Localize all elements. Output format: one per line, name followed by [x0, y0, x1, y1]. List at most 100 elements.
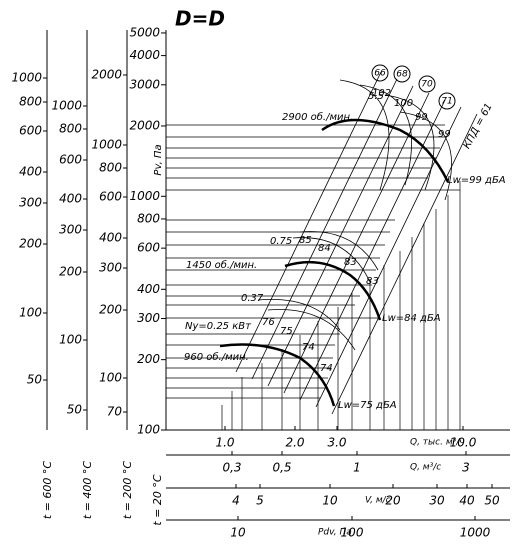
annotation: 100 [394, 98, 413, 109]
eff-title: КПД = 61 [462, 102, 495, 151]
tick-label: 200 [59, 265, 82, 279]
tick-label: 1.0 [215, 436, 234, 450]
eff-label: 66 [374, 69, 386, 79]
tick-label: 10 [230, 526, 246, 540]
arc [292, 237, 371, 283]
tick-label: 2.0 [285, 436, 304, 450]
scale-title: Q, тыс. м³/ч [410, 438, 465, 448]
tick-label: 100 [19, 306, 42, 320]
tick-label: 1000 [460, 526, 491, 540]
arc [359, 84, 412, 186]
tick-label: 4000 [129, 48, 160, 62]
eff-circle [393, 65, 411, 83]
eff-circle [371, 64, 389, 82]
arc [267, 309, 356, 351]
annotation: 83 [344, 257, 357, 268]
tick-label: 200 [19, 237, 42, 251]
arc [339, 79, 390, 191]
tick-label: 400 [99, 231, 122, 245]
tick-label: 800 [99, 161, 122, 175]
tick-label: 2000 [91, 68, 122, 82]
tick-label: 1000 [51, 99, 82, 113]
tick-label: 400 [59, 192, 82, 206]
tick-label: 3 [462, 461, 470, 475]
tick-label: 10.0 [450, 436, 477, 450]
eff-circle [418, 75, 436, 93]
tick-label: 800 [137, 211, 160, 225]
arc [299, 231, 379, 271]
eff-label: 70 [421, 80, 433, 90]
eff-label: 71 [441, 97, 452, 107]
tick-label: 3.0 [327, 436, 346, 450]
eff-label: 68 [396, 70, 408, 80]
annotation: 0.37 [241, 293, 264, 304]
guide [299, 99, 446, 401]
arc [399, 111, 452, 201]
scale-title: V, м/с [365, 496, 391, 506]
tick-label: 3000 [129, 77, 160, 91]
tick-label: 100 [137, 423, 160, 437]
annotation: Lw=75 дБА [338, 400, 397, 411]
tick-label: 100 [99, 371, 122, 385]
tick-label: 50 [67, 403, 83, 417]
annotation: Lw=99 дБА [447, 175, 506, 186]
curve [321, 118, 450, 183]
tick-label: 10 [322, 494, 338, 508]
tick-label: 40 [459, 494, 475, 508]
axis-label: t = 20 °C [151, 474, 164, 526]
tick-label: 300 [19, 196, 42, 210]
tick-label: 1 [353, 461, 361, 475]
annotation: 99 [415, 112, 428, 123]
arc [384, 94, 435, 191]
axis-label: t = 400 °C [81, 461, 94, 520]
tick-label: 600 [19, 124, 42, 138]
tick-label: 100 [341, 526, 364, 540]
curve [284, 260, 382, 321]
guide [283, 92, 430, 394]
annotation: 99 [438, 129, 451, 140]
annotation: 960 об./мин. [184, 351, 249, 363]
annotation: 0.75 [270, 236, 292, 247]
scale-title: Pdv, Па [318, 528, 352, 538]
tick-label: 800 [19, 95, 42, 109]
annotation: 2900 об./мин. [282, 111, 353, 123]
tick-label: 30 [429, 494, 445, 508]
tick-label: 20 [385, 494, 401, 508]
tick-label: 5000 [129, 25, 160, 39]
annotation: Lw=84 дБА [382, 313, 441, 324]
annotation: 1450 об./мин. [186, 259, 257, 271]
curve [219, 343, 336, 407]
tick-label: 600 [99, 190, 122, 204]
annotation: 76 [262, 317, 275, 328]
title: D=D [175, 7, 225, 31]
tick-label: 0,5 [272, 461, 291, 475]
tick-label: 0,3 [222, 461, 241, 475]
tick-label: 400 [137, 282, 160, 296]
tick-label: 200 [99, 303, 122, 317]
tick-label: 300 [59, 223, 82, 237]
tick-label: 100 [59, 333, 82, 347]
tick-label: 600 [59, 153, 82, 167]
tick-label: 300 [137, 311, 160, 325]
scale-title: Q, м³/с [410, 463, 441, 473]
guide [251, 78, 398, 380]
annotation: 102 [372, 88, 391, 99]
tick-label: 400 [19, 165, 42, 179]
annotation: 74 [302, 342, 315, 353]
guide [331, 113, 478, 415]
annotation: 85 [299, 235, 312, 246]
annotation: Ny=0.25 кВт [185, 321, 252, 332]
tick-label: 50 [484, 494, 500, 508]
annotation: 83 [366, 276, 379, 287]
tick-label: 5 [256, 494, 264, 508]
annotation: 75 [280, 326, 293, 337]
tick-label: 70 [107, 405, 123, 419]
annotation: 84 [318, 243, 331, 254]
tick-label: 1000 [91, 138, 122, 152]
axis-title: Pv, Па [153, 144, 164, 175]
guide [315, 106, 462, 408]
tick-label: 4 [232, 494, 240, 508]
tick-label: 2000 [129, 118, 160, 132]
tick-label: 600 [137, 241, 160, 255]
